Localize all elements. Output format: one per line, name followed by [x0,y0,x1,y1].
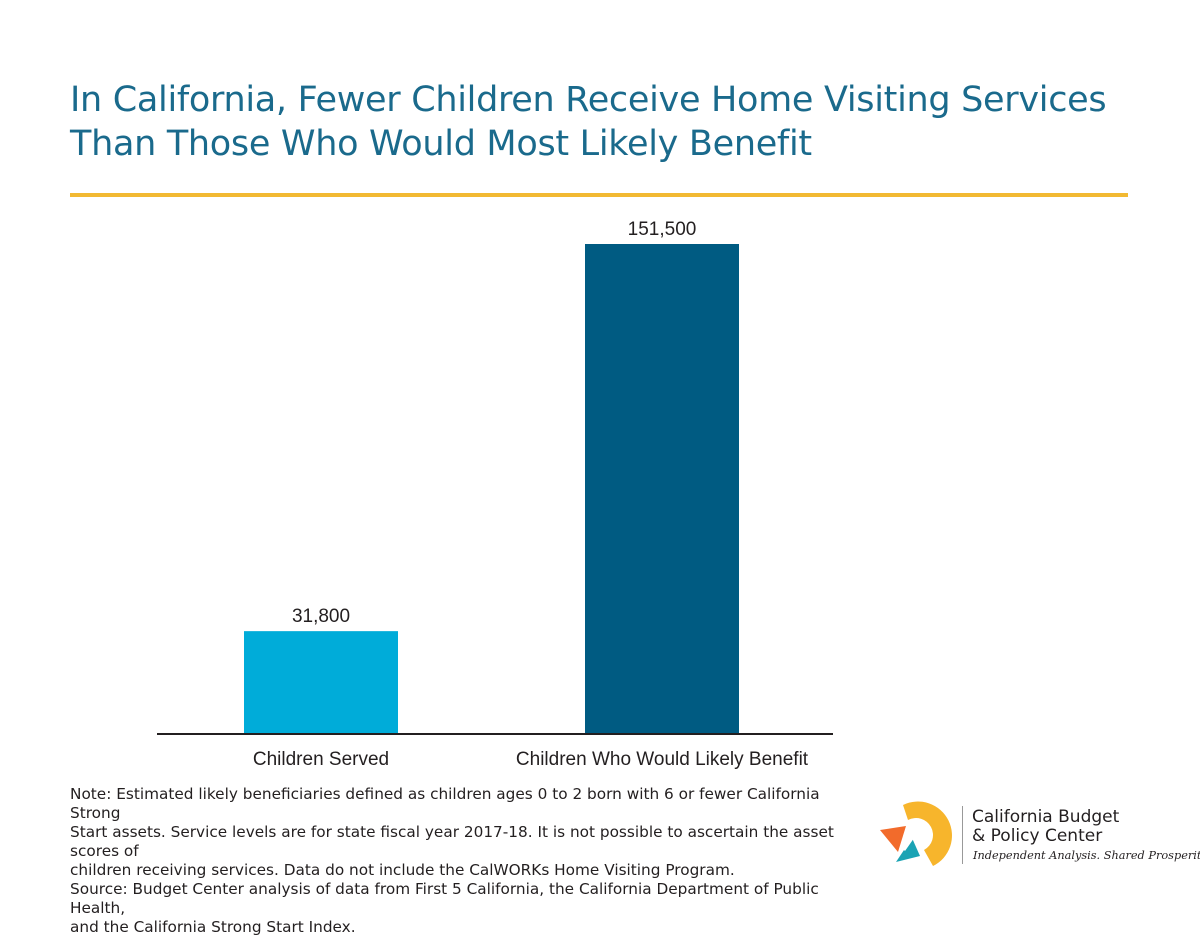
bar-2 [585,244,739,734]
chart-title-line-2: Than Those Who Would Most Likely Benefit [70,124,812,164]
bar-value-label-1: 31,800 [292,606,350,627]
note-line-3: children receiving services. Data do not… [70,861,735,879]
organization-name-line-2: & Policy Center [972,826,1103,846]
title-divider [70,193,1128,197]
organization-tagline: Independent Analysis. Shared Prosperity. [973,849,1200,862]
logo-yellow-arc [903,801,952,866]
bar-chart: 31,800 Children Served 151,500 Children Who… [157,219,833,770]
logo-orange-shape [880,826,906,852]
category-label-1: Children Served [253,749,389,770]
bar-1 [244,631,398,734]
chart-note: Note: Estimated likely beneficiaries def… [70,785,870,937]
logo-divider [962,806,963,864]
organization-name: California Budget & Policy Center [972,808,1119,846]
organization-name-line-1: California Budget [972,807,1120,827]
source-line-1: Source: Budget Center analysis of data f… [70,880,819,917]
logo-arrow [902,822,923,851]
note-line-1: Note: Estimated likely beneficiaries def… [70,785,820,822]
note-line-2: Start assets. Service levels are for sta… [70,823,834,860]
chart-title-line-1: In California, Fewer Children Receive Ho… [70,80,1107,120]
chart-title: In California, Fewer Children Receive Ho… [70,78,1150,166]
category-label-2: Children Who Would Likely Benefit [516,749,809,770]
source-line-2: and the California Strong Start Index. [70,918,356,936]
organization-logo: California Budget & Policy Center Indepe… [878,800,1200,875]
arrow-circle-icon [880,801,952,866]
bar-value-label-2: 151,500 [628,219,697,240]
logo-teal-shape [896,838,920,862]
